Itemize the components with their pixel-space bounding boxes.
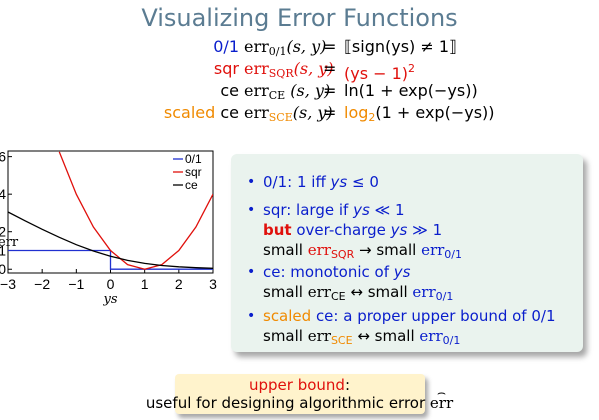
bullet-text-span: 0/1 <box>531 307 556 325</box>
bullet-line: sqr: large if ys ≪ 1 <box>263 200 462 220</box>
bullet-text-span: ys <box>393 263 411 281</box>
equation-sqr: sqr errSQR(s, y) = (ys − 1)2 <box>0 58 599 83</box>
equation-lhs: errSCE(s, y) <box>244 103 333 124</box>
bullet-text-span: ↔ small <box>352 327 420 345</box>
equation-rhs: ⟦sign(ys) ≠ 1⟧ <box>344 37 457 56</box>
bullet-text-span: scaled <box>263 307 312 325</box>
bullet-text-span: 0/1 <box>435 290 454 303</box>
x-tick-label: −3 <box>0 276 16 292</box>
x-tick-label: 0 <box>107 276 115 292</box>
bullet-text-span: err <box>307 327 331 345</box>
bullet-text-span: ys <box>330 173 348 191</box>
bullet-text-span: → small <box>354 241 422 259</box>
bullet-body: scaled ce: a proper upper bound of 0/1 sm… <box>263 306 556 351</box>
equation-01: 0/1 err0/1(s, y) = ⟦sign(ys) ≠ 1⟧ <box>0 36 599 58</box>
bullet-text-span: but <box>263 221 292 239</box>
y-tick-label: 0 <box>0 261 6 277</box>
bullet-dot-icon: • <box>247 264 256 280</box>
x-tick-label: −2 <box>34 276 50 292</box>
y-tick-label: 4 <box>0 186 6 202</box>
bullet-line: ce: monotonic of ys <box>263 262 453 282</box>
x-tick-label: 2 <box>175 276 183 292</box>
bullet-text-span: small <box>263 241 308 259</box>
bullet-dot-icon: • <box>247 174 256 190</box>
bullet-text-span: ce: monotonic of <box>263 263 394 281</box>
bullet-line: small errCE ↔ small err0/1 <box>263 282 453 307</box>
bullet-text-span: ≫ 1 <box>407 221 443 239</box>
note-line-1: upper bound: <box>248 376 350 394</box>
bullet-body: sqr: large if ys ≪ 1 but over-charge ys ≫… <box>263 200 462 265</box>
bullet-text-span: 0/1 <box>442 334 461 347</box>
bullet-text-span: ≤ 0 <box>347 173 379 191</box>
bullet-text-span: ys <box>353 201 370 219</box>
bullet-text-span: ≪ 1 <box>369 201 405 219</box>
equation-scaled-ce: scaled ce errSCE(s, y) = log2(1 + exp(−y… <box>0 102 599 124</box>
bullet-text-span: sqr: large if <box>263 201 354 219</box>
bullet-line: but over-charge ys ≫ 1 <box>263 220 462 240</box>
bullet-line: small errSCE ↔ small err0/1 <box>263 326 556 351</box>
legend-label: 0/1 <box>185 152 202 166</box>
y-tick-label: 6 <box>0 149 6 165</box>
bullet-text-span: small <box>263 327 308 345</box>
bullet-text-span: err <box>419 327 443 345</box>
bullet-text-span: err <box>307 283 331 301</box>
bullet-text-span: small <box>263 283 308 301</box>
equation-lhs: errSQR(s, y) <box>244 59 334 80</box>
bullet-line: small errSQR → small err0/1 <box>263 240 462 265</box>
equation-name: sqr <box>213 59 239 78</box>
bullet-text-span: ce: a proper upper bound of <box>311 307 532 325</box>
equation-rhs: log2(1 + exp(−ys)) <box>344 103 495 124</box>
equals-sign: = <box>323 81 337 100</box>
series-line-0-1 <box>8 249 213 270</box>
bullet-text-span: ys <box>390 221 408 239</box>
x-axis-label: ys <box>102 292 117 307</box>
equation-lhs: errCE (s, y) <box>244 81 331 102</box>
bullet-text-span: SQR <box>330 248 355 261</box>
bullet-text-span: ↔ small <box>345 283 413 301</box>
series-line-sqr <box>58 151 213 270</box>
bullet-text-span: err <box>412 283 436 301</box>
bullet-dot-icon: • <box>247 308 256 324</box>
y-tick-label: 2 <box>0 224 6 240</box>
equals-sign: = <box>323 103 337 122</box>
explanation-box <box>231 154 583 352</box>
bullet-text-span: err <box>307 241 331 259</box>
x-tick-label: −1 <box>68 276 84 292</box>
equals-sign: = <box>323 59 337 78</box>
equation-lhs: err0/1(s, y) <box>244 37 327 58</box>
equation-rhs: (ys − 1)2 <box>344 62 416 83</box>
x-tick-label: 3 <box>209 276 217 292</box>
slide-title: Visualizing Error Functions <box>141 4 458 32</box>
bullet-text-span: CE <box>330 290 346 303</box>
y-axis-label: err <box>0 235 19 250</box>
equation-name: 0/1 <box>213 37 239 56</box>
equation-rhs: ln(1 + exp(−ys)) <box>344 81 478 100</box>
legend-label: sqr <box>185 165 202 179</box>
equation-ce: ce errCE (s, y) = ln(1 + exp(−ys)) <box>0 80 599 102</box>
bullet-text-span: 0/1 <box>444 248 462 261</box>
upper-bound-note <box>175 374 425 414</box>
bullet-text-span: err <box>421 241 445 259</box>
equals-sign: = <box>323 37 337 56</box>
bullet-dot-icon: • <box>247 202 256 218</box>
bullet-line: 0/1: 1 iff ys ≤ 0 <box>263 172 379 192</box>
equation-name: scaled ce <box>163 103 239 122</box>
err-hat: err ⌢ <box>429 385 454 412</box>
bullet-line: scaled ce: a proper upper bound of 0/1 <box>263 306 556 326</box>
note-line-2: useful for designing algorithmic error e… <box>145 385 454 412</box>
bullet-text-span: 0/1: 1 iff <box>263 173 331 191</box>
bullet-text-span: SCE <box>330 334 353 347</box>
bullet-body: ce: monotonic of ys small errCE ↔ small e… <box>263 262 453 307</box>
bullet-text-span: over-charge <box>291 221 391 239</box>
y-tick-label: 1 <box>0 242 6 258</box>
x-tick-label: 1 <box>141 276 149 292</box>
bullet-body: 0/1: 1 iff ys ≤ 0 <box>263 172 379 192</box>
equation-name: ce <box>220 81 239 100</box>
series-line-ce <box>8 211 213 269</box>
legend-label: ce <box>185 178 198 192</box>
